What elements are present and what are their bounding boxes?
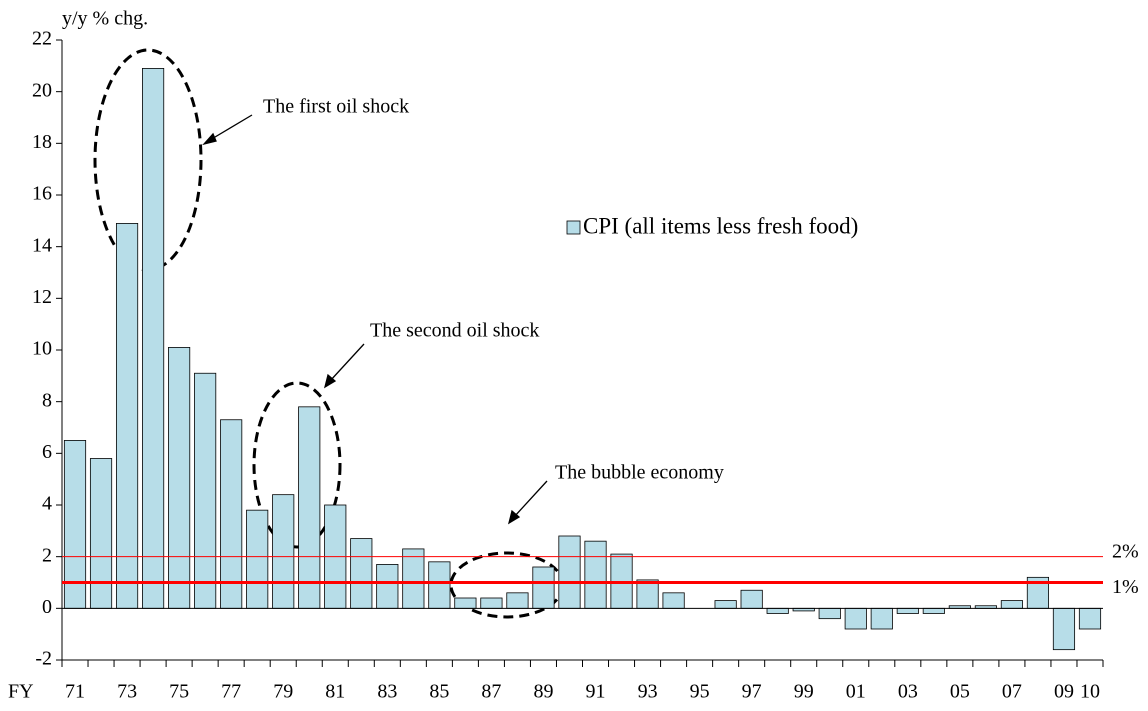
bar [740,589,763,609]
bar [1000,600,1023,609]
x-tick-label: 09 [1054,681,1074,703]
x-tick-label: 01 [846,681,866,703]
bar [506,592,529,609]
y-tick-label: 14 [32,234,52,256]
bar [558,535,581,609]
x-tick-label: 73 [117,681,137,703]
bar [480,597,503,609]
bar [1078,607,1102,630]
annotation: The first oil shock [263,96,409,118]
arrow [329,343,365,382]
x-tick-label: 07 [1002,681,1022,703]
bar [194,372,217,609]
x-tick-label: 75 [169,681,189,703]
annotation: The bubble economy [555,462,724,484]
bar [662,592,685,609]
bar [115,223,139,609]
bar [584,540,607,609]
bar [350,538,373,609]
bar [818,607,841,620]
x-tick-label: 10 [1080,681,1100,703]
legend-swatch [566,220,581,235]
bar [636,579,659,609]
y-tick-label: 20 [32,79,52,101]
annotation: The second oil shock [370,320,539,342]
arrowhead [507,509,521,525]
bar [532,566,555,609]
x-tick-label: 05 [950,681,970,703]
x-tick-label: 03 [898,681,918,703]
x-tick-label: 99 [794,681,814,703]
bar [220,419,243,609]
bar [844,607,867,630]
x-tick-label: 87 [481,681,501,703]
x-tick-label: 81 [325,681,345,703]
bar [298,406,321,609]
reference-label: 2% [1112,540,1139,562]
reference-label: 1% [1112,576,1139,598]
y-tick-label: 22 [32,28,52,50]
bar [766,607,789,614]
y-tick-label: 16 [32,183,52,205]
bar [922,607,945,614]
arrows [202,114,548,525]
x-tick-label: 95 [690,681,710,703]
y-tick-label: -2 [35,648,52,670]
x-tick-label: 93 [638,681,658,703]
x-tick-label: 71 [65,681,85,703]
y-axis-label: y/y % chg. [62,8,148,30]
bar [89,458,113,609]
y-tick-label: 8 [42,389,52,411]
y-tick-label: 2 [42,544,52,566]
bar [428,561,451,609]
x-tick-label: 77 [221,681,241,703]
arrow [513,480,548,518]
y-tick-label: 10 [32,338,52,360]
y-tick-label: 4 [42,493,52,515]
bar [376,564,399,609]
y-tick-label: 12 [32,286,52,308]
x-tick-label: 89 [533,681,553,703]
x-tick-label: 83 [377,681,397,703]
bar [896,607,919,614]
bar [142,68,165,609]
y-tick-label: 18 [32,131,52,153]
bar [168,347,191,609]
x-axis-label: FY [8,681,34,703]
arrow [209,114,253,141]
x-tick-label: 91 [586,681,606,703]
legend-label: CPI (all items less fresh food) [583,213,858,238]
bar [402,548,425,609]
bar [246,509,269,609]
x-tick-label: 97 [742,681,762,703]
ellipse [252,381,342,549]
arrowhead [323,373,337,389]
bar [1052,607,1076,651]
y-tick-label: 0 [42,596,52,618]
bar [714,600,737,609]
bar [454,597,477,609]
x-tick-label: 85 [429,681,449,703]
bar [272,494,295,609]
bar [870,607,893,630]
x-tick-label: 79 [273,681,293,703]
arrowhead [202,132,217,146]
y-tick-label: 6 [42,441,52,463]
